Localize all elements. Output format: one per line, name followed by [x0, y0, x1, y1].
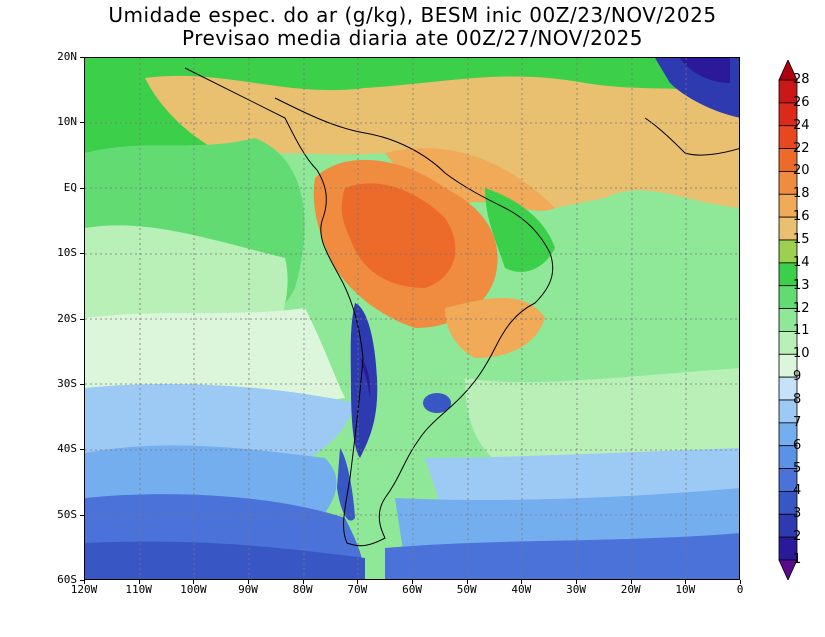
- lon-tick: [138, 580, 140, 584]
- colorbar-label: 3: [793, 506, 802, 522]
- lon-label: 20W: [620, 583, 641, 596]
- colorbar-label: 11: [793, 323, 810, 339]
- colorbar-label: 8: [793, 392, 802, 407]
- lon-tick: [466, 580, 468, 584]
- lon-tick: [630, 580, 632, 584]
- lon-tick: [412, 580, 414, 584]
- lat-tick: [80, 384, 84, 385]
- lat-label: 60S: [57, 573, 77, 587]
- lon-label: 10W: [675, 583, 696, 596]
- lon-tick: [740, 580, 742, 584]
- colorbar-label: 5: [793, 460, 802, 476]
- lon-tick: [685, 580, 687, 584]
- colorbar-label: 15: [793, 232, 810, 247]
- map-svg: [85, 58, 739, 579]
- colorbar-bottom-arrow: [778, 559, 798, 580]
- lat-label: 40S: [57, 442, 77, 456]
- colorbar-label: 13: [793, 277, 810, 293]
- lon-label: 70W: [347, 583, 368, 596]
- coastline: [184, 67, 554, 547]
- lat-label: 20N: [57, 50, 77, 63]
- colorbar-label: 7: [793, 414, 802, 430]
- colorbar-label: 2: [793, 529, 802, 545]
- lat-tick: [80, 514, 84, 516]
- colorbar-label: 22: [793, 140, 810, 156]
- colorbar-label: 1: [793, 552, 802, 567]
- lon-tick: [193, 580, 195, 584]
- colorbar-label: 16: [793, 209, 810, 225]
- colorbar-label: 18: [793, 186, 810, 202]
- lon-label: 0: [736, 583, 744, 596]
- lon-tick: [357, 580, 359, 584]
- colorbar-label: 20: [793, 163, 810, 179]
- colorbar: [778, 60, 798, 580]
- lon-tick: [248, 580, 249, 584]
- colorbar-label: 6: [793, 437, 802, 453]
- chart-subtitle: Previsao media diaria ate 00Z/27/NOV/202…: [181, 26, 644, 50]
- lat-label: 20S: [57, 311, 77, 325]
- lat-label: 30S: [57, 377, 77, 390]
- lon-tick: [521, 580, 523, 584]
- lat-label: 50S: [57, 507, 77, 521]
- lon-tick: [84, 580, 85, 584]
- chart-title: Umidade espec. do ar (g/kg), BESM inic 0…: [108, 3, 717, 27]
- lon-tick: [302, 580, 304, 584]
- humidity-map: [84, 57, 740, 580]
- lon-label: 80W: [292, 583, 313, 596]
- colorbar-label: 10: [793, 346, 810, 362]
- lon-label: 30W: [566, 583, 586, 596]
- lat-tick: [80, 318, 84, 320]
- lat-label: EQ: [63, 180, 77, 194]
- lon-label: 120W: [70, 583, 98, 596]
- lat-tick: [80, 580, 84, 582]
- lat-label: 10N: [57, 115, 77, 129]
- lat-tick: [80, 122, 84, 124]
- lat-tick: [80, 57, 84, 58]
- colorbar-label: 24: [793, 117, 810, 133]
- colorbar-label: 9: [793, 369, 802, 385]
- lon-label: 110W: [125, 583, 152, 596]
- lat-tick: [80, 187, 84, 189]
- colorbar-label: 4: [793, 483, 802, 499]
- lat-label: 10S: [57, 246, 77, 260]
- colorbar-label: 26: [793, 94, 810, 110]
- lat-tick: [80, 253, 84, 255]
- lon-label: 60W: [402, 583, 422, 596]
- lat-lon-grid: [85, 58, 739, 579]
- lon-label: 90W: [238, 583, 258, 596]
- colorbar-label: 14: [793, 254, 810, 270]
- lon-label: 50W: [456, 583, 477, 596]
- lon-label: 40W: [511, 583, 532, 596]
- colorbar-label: 12: [793, 300, 810, 316]
- lon-tick: [576, 580, 578, 584]
- colorbar-label: 28: [793, 72, 810, 87]
- lat-tick: [80, 449, 84, 451]
- lon-label: 100W: [180, 583, 207, 596]
